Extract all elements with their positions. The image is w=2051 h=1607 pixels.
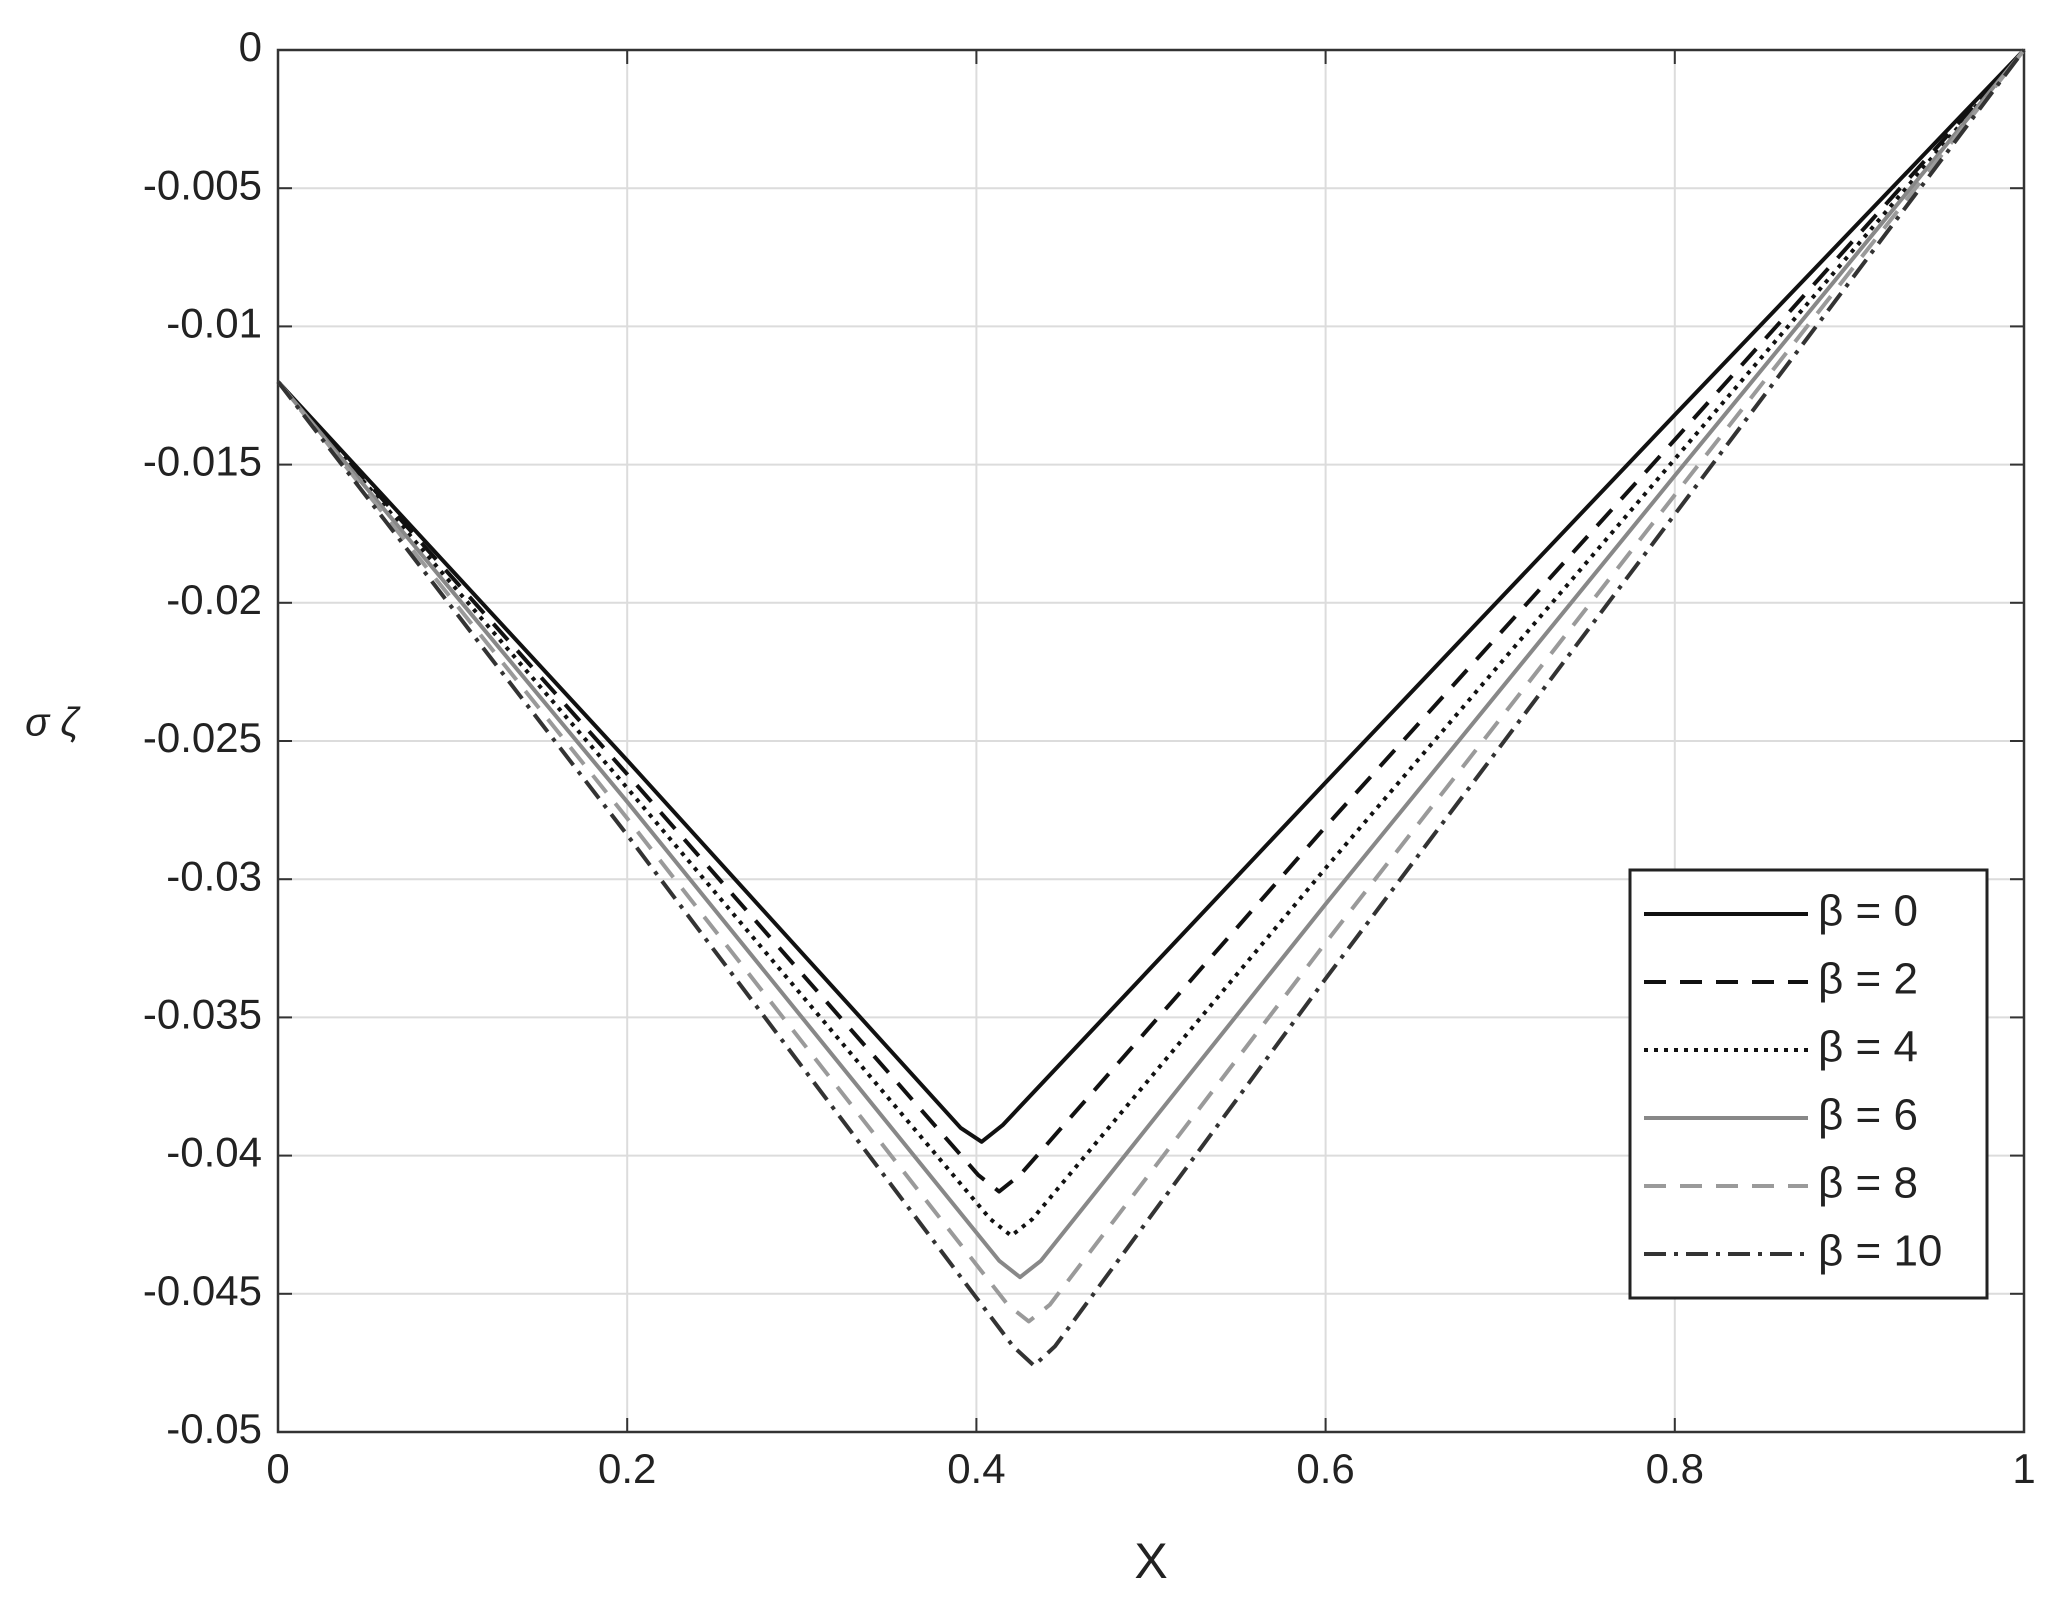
legend-label: β = 10 — [1818, 1227, 1942, 1276]
y-tick-label: -0.02 — [166, 576, 262, 623]
x-tick-label: 0.6 — [1296, 1445, 1354, 1492]
legend-label: β = 2 — [1818, 955, 1918, 1004]
y-tick-label: 0 — [239, 23, 262, 70]
y-tick-label: -0.04 — [166, 1129, 262, 1176]
series-line — [276, 48, 2026, 1194]
series-line — [276, 48, 2026, 1324]
legend-label: β = 8 — [1818, 1159, 1918, 1208]
y-tick-label: -0.015 — [143, 438, 262, 485]
series-line — [276, 48, 2026, 1280]
series-line — [276, 48, 2026, 1144]
y-tick-label: -0.045 — [143, 1267, 262, 1314]
y-axis-label: σ ζ — [25, 701, 81, 745]
series-line — [276, 48, 2026, 1368]
plot-frame — [276, 48, 2026, 1434]
y-tick-label: -0.005 — [143, 161, 262, 208]
legend-box — [1628, 868, 1989, 1300]
legend-label: β = 4 — [1818, 1023, 1918, 1072]
x-tick-label: 0.4 — [947, 1445, 1005, 1492]
legend-label: β = 6 — [1818, 1091, 1918, 1140]
y-tick-label: -0.03 — [166, 852, 262, 899]
y-tick-label: -0.035 — [143, 990, 262, 1037]
x-tick-label: 0.2 — [598, 1445, 656, 1492]
y-tick-label: -0.025 — [143, 714, 262, 761]
x-tick-label: 1 — [2012, 1445, 2035, 1492]
legend-label: β = 0 — [1818, 887, 1918, 936]
x-tick-label: 0.8 — [1646, 1445, 1704, 1492]
y-tick-label: -0.01 — [166, 299, 262, 346]
x-tick-label: 0 — [266, 1445, 289, 1492]
y-tick-label: -0.05 — [166, 1405, 262, 1452]
x-axis-label: X — [1134, 1533, 1167, 1589]
